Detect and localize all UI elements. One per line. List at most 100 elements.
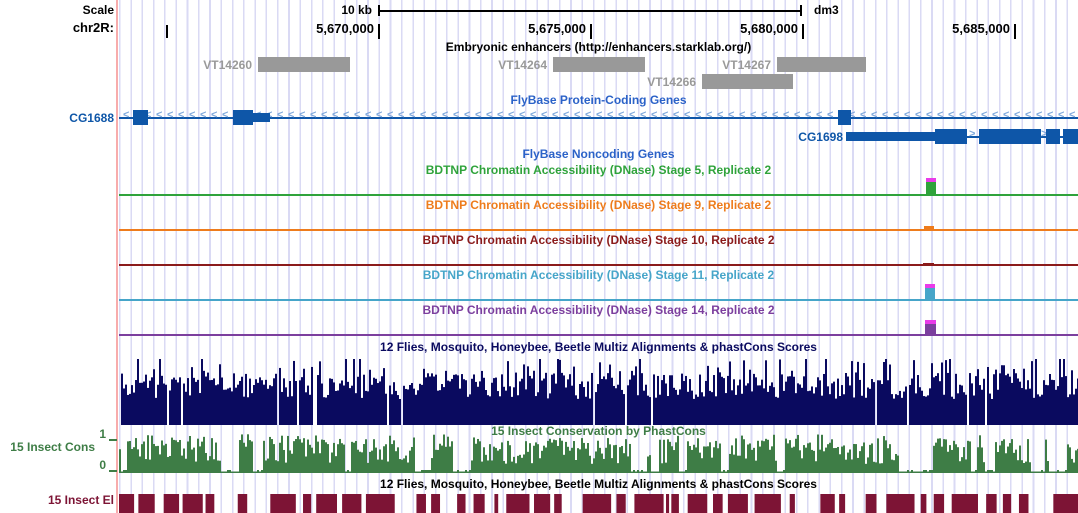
strand-arrow-icon: < bbox=[475, 109, 482, 121]
strand-arrow-icon: < bbox=[398, 109, 405, 121]
track-title: BDTNP Chromatin Accessibility (DNase) St… bbox=[425, 163, 772, 177]
strand-arrow-icon: < bbox=[365, 109, 372, 121]
enhancer-region[interactable] bbox=[258, 57, 350, 72]
strand-arrow-icon: < bbox=[849, 109, 856, 121]
strand-arrow-icon: < bbox=[464, 109, 471, 121]
noncoding-genes-track-title: FlyBase Noncoding Genes bbox=[522, 147, 675, 161]
gene-exon[interactable] bbox=[935, 129, 967, 144]
dnase-peak[interactable] bbox=[923, 263, 934, 266]
strand-arrow-icon: < bbox=[453, 109, 460, 121]
strand-arrow-icon: < bbox=[1058, 109, 1065, 121]
ruler-tick bbox=[802, 24, 804, 39]
strand-arrow-icon: < bbox=[607, 109, 614, 121]
dnase-peak[interactable] bbox=[910, 334, 924, 336]
scale-label: Scale bbox=[82, 3, 114, 17]
dnase-peak[interactable] bbox=[925, 324, 936, 336]
strand-arrow-icon: < bbox=[981, 109, 988, 121]
strand-arrow-icon: < bbox=[585, 109, 592, 121]
conservation-axis-min: 0 bbox=[99, 458, 106, 472]
gene-exon[interactable] bbox=[846, 132, 935, 141]
dnase-peak[interactable] bbox=[925, 288, 935, 301]
dnase-peak[interactable] bbox=[243, 264, 253, 266]
strand-arrow-icon: < bbox=[189, 109, 196, 121]
strand-arrow-icon: < bbox=[640, 109, 647, 121]
strand-arrow-icon: < bbox=[959, 109, 966, 121]
ruler-coordinate: 5,670,000 bbox=[316, 21, 374, 36]
strand-arrow-icon: < bbox=[1014, 109, 1021, 121]
strand-arrow-icon: < bbox=[992, 109, 999, 121]
strand-arrow-icon: < bbox=[629, 109, 636, 121]
signal-baseline[interactable] bbox=[119, 299, 1078, 301]
strand-arrow-icon: < bbox=[596, 109, 603, 121]
strand-arrow-icon: < bbox=[552, 109, 559, 121]
strand-arrow-icon: > bbox=[969, 128, 976, 140]
strand-arrow-icon: < bbox=[222, 109, 229, 121]
gene-exon[interactable] bbox=[253, 113, 270, 122]
strand-arrow-icon: < bbox=[420, 109, 427, 121]
enhancer-label[interactable]: VT14266 bbox=[647, 75, 696, 89]
gene-exon[interactable] bbox=[1046, 129, 1060, 144]
strand-arrow-icon: < bbox=[926, 109, 933, 121]
signal-baseline[interactable] bbox=[119, 264, 1078, 266]
ruler-tick bbox=[378, 24, 380, 39]
multiz-alignment-histogram[interactable] bbox=[119, 358, 1078, 425]
dnase-peak[interactable] bbox=[926, 182, 936, 196]
peak-clip-cap bbox=[925, 320, 936, 324]
strand-arrow-icon: < bbox=[860, 109, 867, 121]
enhancer-region[interactable] bbox=[777, 57, 866, 72]
dnase-peak[interactable] bbox=[152, 264, 160, 266]
strand-arrow-icon: < bbox=[343, 109, 350, 121]
strand-arrow-icon: < bbox=[805, 109, 812, 121]
strand-arrow-icon: < bbox=[332, 109, 339, 121]
gene-label[interactable]: CG1688 bbox=[69, 111, 114, 125]
dnase-peak[interactable] bbox=[846, 299, 849, 301]
strand-arrow-icon: < bbox=[409, 109, 416, 121]
gene-intron-line[interactable] bbox=[119, 117, 1078, 119]
strand-arrow-icon: < bbox=[816, 109, 823, 121]
conservation-histogram[interactable] bbox=[119, 433, 1078, 473]
enhancer-region[interactable] bbox=[702, 74, 793, 89]
strand-arrow-icon: < bbox=[563, 109, 570, 121]
gene-exon[interactable] bbox=[233, 110, 253, 125]
enhancer-label[interactable]: VT14264 bbox=[498, 58, 547, 72]
gene-exon[interactable] bbox=[979, 129, 1041, 144]
signal-baseline[interactable] bbox=[119, 194, 1078, 196]
strand-arrow-icon: < bbox=[541, 109, 548, 121]
gene-exon[interactable] bbox=[1063, 129, 1078, 144]
track-title: BDTNP Chromatin Accessibility (DNase) St… bbox=[422, 268, 775, 282]
ruler-tick bbox=[166, 25, 168, 38]
peak-clip-cap bbox=[925, 284, 935, 288]
enhancer-region[interactable] bbox=[553, 57, 645, 72]
strand-arrow-icon: < bbox=[893, 109, 900, 121]
enhancer-label[interactable]: VT14267 bbox=[722, 58, 771, 72]
dnase-peak[interactable] bbox=[982, 334, 991, 336]
signal-baseline[interactable] bbox=[119, 229, 1078, 231]
dnase-peak[interactable] bbox=[330, 334, 346, 336]
conservation-track-label[interactable]: 15 Insect Cons bbox=[10, 440, 95, 454]
gene-exon[interactable] bbox=[838, 110, 851, 125]
dnase-peak[interactable] bbox=[924, 226, 934, 231]
strand-arrow-icon: < bbox=[695, 109, 702, 121]
strand-arrow-icon: < bbox=[519, 109, 526, 121]
dnase-peak[interactable] bbox=[150, 334, 166, 336]
strand-arrow-icon: < bbox=[684, 109, 691, 121]
strand-arrow-icon: < bbox=[288, 109, 295, 121]
protein-coding-genes-track-title: FlyBase Protein-Coding Genes bbox=[510, 93, 687, 107]
strand-arrow-icon: < bbox=[310, 109, 317, 121]
conserved-elements-blocks[interactable] bbox=[119, 494, 1078, 513]
enhancers-track-title: Embryonic enhancers (http://enhancers.st… bbox=[445, 40, 752, 54]
gene-label[interactable]: CG1698 bbox=[798, 130, 843, 144]
dnase-peak[interactable] bbox=[253, 334, 261, 336]
strand-arrow-icon: < bbox=[486, 109, 493, 121]
strand-arrow-icon: < bbox=[277, 109, 284, 121]
strand-arrow-icon: < bbox=[662, 109, 669, 121]
enhancer-label[interactable]: VT14260 bbox=[203, 58, 252, 72]
signal-baseline[interactable] bbox=[119, 334, 1078, 336]
elements-track-label[interactable]: 15 Insect El bbox=[47, 493, 114, 507]
strand-arrow-icon: < bbox=[574, 109, 581, 121]
strand-arrow-icon: < bbox=[123, 109, 130, 121]
strand-arrow-icon: < bbox=[794, 109, 801, 121]
gene-exon[interactable] bbox=[133, 110, 148, 125]
strand-arrow-icon: < bbox=[321, 109, 328, 121]
